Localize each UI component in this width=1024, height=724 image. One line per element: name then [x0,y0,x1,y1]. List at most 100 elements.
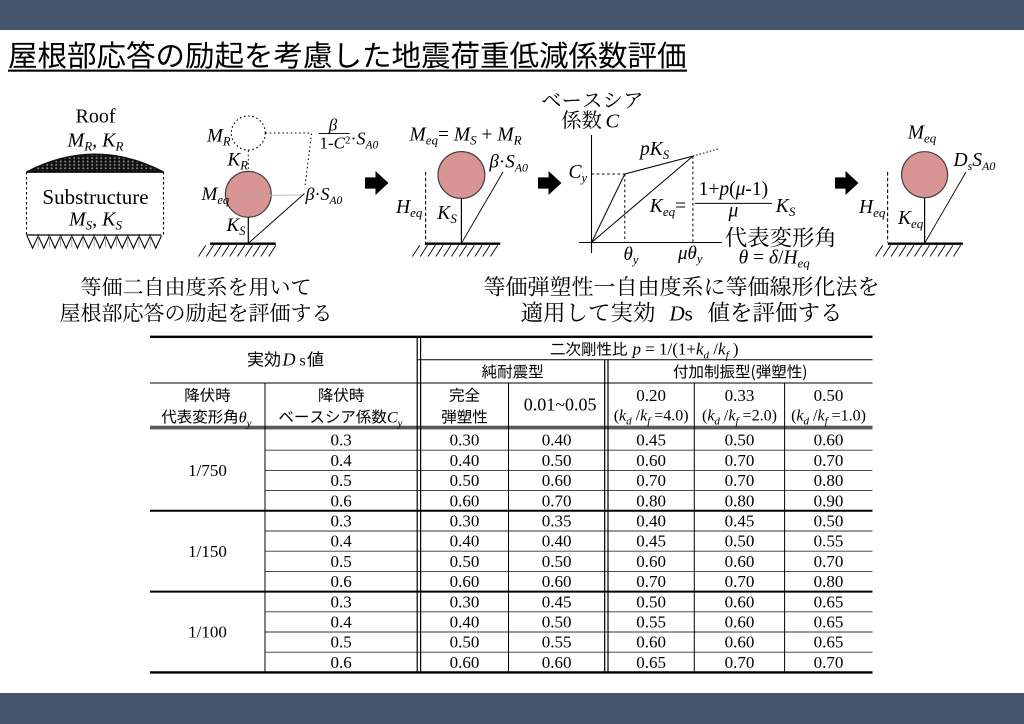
svg-text:0.40: 0.40 [450,613,480,632]
svg-text:Keq​: Keq​ [897,208,924,231]
svg-text:0.90: 0.90 [814,491,844,510]
svg-text:(kd​ /kf​ =2.0): (kd​ /kf​ =2.0) [702,408,777,428]
svg-text:0.55: 0.55 [814,532,844,551]
svg-text:0.80: 0.80 [814,572,844,591]
svg-text:C: C [606,111,620,133]
svg-text:0.30: 0.30 [450,512,480,531]
svg-text:·SA0​: ·SA0​ [351,129,379,152]
svg-text:0.65: 0.65 [814,592,844,611]
svg-text:KS​: KS​ [436,203,457,226]
svg-text:0.5: 0.5 [330,552,351,571]
svg-text:0.4: 0.4 [330,451,352,470]
svg-text:D s: D s [282,350,306,370]
svg-text:0.50: 0.50 [814,512,844,531]
svg-text:0.40: 0.40 [542,431,572,450]
svg-text:0.60: 0.60 [450,572,480,591]
svg-text:0.70: 0.70 [636,572,666,591]
svg-text:0.50: 0.50 [542,451,572,470]
svg-text:Heq​: Heq​ [858,197,886,220]
svg-text:0.4: 0.4 [330,532,352,551]
svg-text:KR​: KR​ [227,150,249,173]
svg-text:β: β [328,116,338,135]
svg-text:θy​: θy​ [239,409,252,429]
svg-text:0.4: 0.4 [330,613,352,632]
svg-text:MR​, KR​: MR​, KR​ [67,130,124,154]
svg-text:0.55: 0.55 [636,613,666,632]
svg-text:0.70: 0.70 [725,572,755,591]
svg-text:0.65: 0.65 [814,633,844,652]
svg-text:1/150: 1/150 [188,542,227,561]
svg-text:0.40: 0.40 [450,532,480,551]
svg-text:0.3: 0.3 [330,512,351,531]
svg-text:0.60: 0.60 [636,451,666,470]
svg-text:0.6: 0.6 [330,653,351,672]
svg-text:MS​, KS​: MS​, KS​ [68,209,123,233]
svg-text:0.6: 0.6 [330,491,351,510]
svg-text:0.70: 0.70 [814,552,844,571]
svg-text:0.20: 0.20 [636,386,666,405]
svg-text:0.80: 0.80 [725,491,755,510]
svg-text:0.60: 0.60 [450,491,480,510]
svg-text:0.80: 0.80 [814,471,844,490]
svg-text:0.50: 0.50 [814,386,844,405]
svg-text:θ = δ/Heq​: θ = δ/Heq​ [739,248,811,271]
svg-text:0.5: 0.5 [330,633,351,652]
svg-text:0.5: 0.5 [330,471,351,490]
svg-text:0.70: 0.70 [725,653,755,672]
svg-text:MR​: MR​ [206,126,231,149]
svg-text:0.45: 0.45 [725,512,755,531]
svg-text:Meq​: Meq​ [201,184,230,207]
svg-text:0.60: 0.60 [725,552,755,571]
svg-text:1+p(μ-1): 1+p(μ-1) [699,179,769,200]
svg-text:0.01~0.05: 0.01~0.05 [524,395,597,415]
svg-text:0.30: 0.30 [450,592,480,611]
svg-text:0.45: 0.45 [636,532,666,551]
svg-text:(kd​ /kf​ =1.0): (kd​ /kf​ =1.0) [791,408,866,428]
svg-text:0.60: 0.60 [542,653,572,672]
svg-text:Roof: Roof [76,106,116,128]
svg-text:0.50: 0.50 [450,552,480,571]
svg-text:0.80: 0.80 [636,491,666,510]
svg-text:0.60: 0.60 [725,633,755,652]
svg-text:β·SA0​: β·SA0​ [488,152,528,175]
svg-text:0.3: 0.3 [330,592,351,611]
svg-text:0.33: 0.33 [725,386,755,405]
svg-text:0.65: 0.65 [636,653,666,672]
svg-text:0.50: 0.50 [725,431,755,450]
svg-text:0.3: 0.3 [330,431,351,450]
svg-text:μ: μ [728,201,739,222]
svg-text:0.60: 0.60 [636,552,666,571]
svg-text:0.45: 0.45 [542,592,572,611]
svg-text:0.55: 0.55 [542,633,572,652]
svg-text:1/100: 1/100 [188,623,227,642]
svg-text:Keq​=: Keq​= [649,196,686,219]
svg-text:0.70: 0.70 [725,451,755,470]
svg-text:0.40: 0.40 [450,451,480,470]
svg-text:0.35: 0.35 [542,512,572,531]
svg-text:0.70: 0.70 [542,491,572,510]
svg-text:0.6: 0.6 [330,572,351,591]
svg-text:1-C2: 1-C2 [320,134,351,153]
svg-text:Heq​: Heq​ [395,197,423,220]
svg-text:Substructure: Substructure [42,185,148,209]
svg-text:θy​: θy​ [624,244,639,267]
svg-text:KS​: KS​ [226,215,247,238]
svg-text:p = 1/(1+kd​ /kf​ ): p = 1/(1+kd​ /kf​ ) [631,340,738,362]
svg-text:0.60: 0.60 [542,471,572,490]
svg-text:0.70: 0.70 [636,471,666,490]
svg-text:0.60: 0.60 [450,653,480,672]
svg-text:Cy​: Cy​ [387,409,403,429]
svg-text:0.40: 0.40 [636,512,666,531]
svg-text:Ds​SA0​: Ds​SA0​ [953,150,996,173]
svg-text:Ds: Ds [669,302,693,326]
svg-text:0.60: 0.60 [542,572,572,591]
svg-text:pKS​: pKS​ [638,139,670,162]
svg-text:0.45: 0.45 [636,431,666,450]
svg-text:0.50: 0.50 [725,532,755,551]
svg-text:0.60: 0.60 [814,431,844,450]
svg-text:0.40: 0.40 [542,532,572,551]
svg-text:0.50: 0.50 [450,633,480,652]
svg-text:0.50: 0.50 [450,471,480,490]
svg-text:0.60: 0.60 [636,633,666,652]
svg-text:0.50: 0.50 [542,613,572,632]
